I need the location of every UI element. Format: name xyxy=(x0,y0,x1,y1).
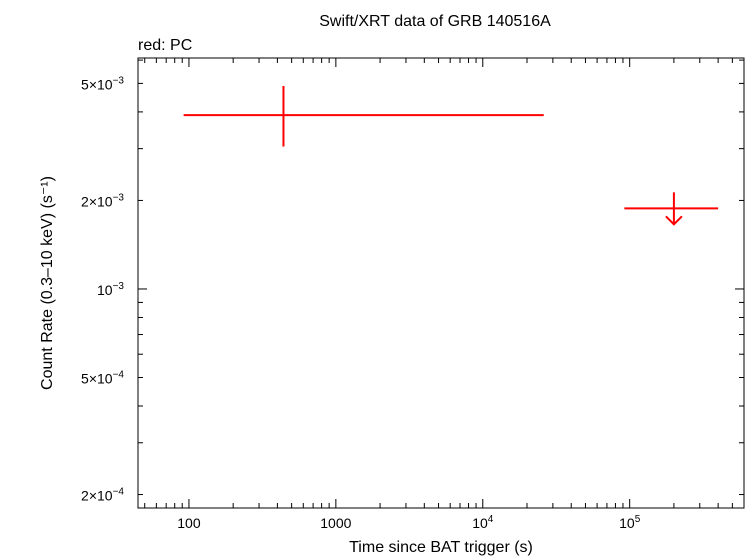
x-axis-label: Time since BAT trigger (s) xyxy=(349,539,533,556)
x-tick-label: 104 xyxy=(472,514,494,531)
chart-title: Swift/XRT data of GRB 140516A xyxy=(319,13,551,30)
axis-ticks xyxy=(138,58,745,508)
y-tick-label: 2×10−4 xyxy=(81,487,124,504)
upper-limit-arrow xyxy=(665,215,683,226)
y-tick-label: 10−3 xyxy=(97,281,124,298)
x-tick-label: 100 xyxy=(177,515,201,531)
data-point xyxy=(183,85,544,147)
x-tick-label: 1000 xyxy=(320,515,351,531)
plot-frame xyxy=(137,57,745,509)
y-tick-label: 5×10−4 xyxy=(81,370,124,387)
y-tick-label: 5×10−3 xyxy=(81,75,124,92)
x-tick-labels: 100 1000 104 105 xyxy=(177,514,640,531)
data-marks xyxy=(183,85,719,226)
chart-subtitle: red: PC xyxy=(138,37,192,54)
y-tick-labels: 5×10−3 2×10−3 10−3 5×10−4 2×10−4 xyxy=(81,75,124,503)
y-tick-label: 2×10−3 xyxy=(81,192,124,209)
y-axis-label: Count Rate (0.3–10 keV) (s⁻¹) xyxy=(39,176,56,390)
upper-limit-point xyxy=(624,192,719,226)
x-tick-label: 105 xyxy=(619,514,641,531)
